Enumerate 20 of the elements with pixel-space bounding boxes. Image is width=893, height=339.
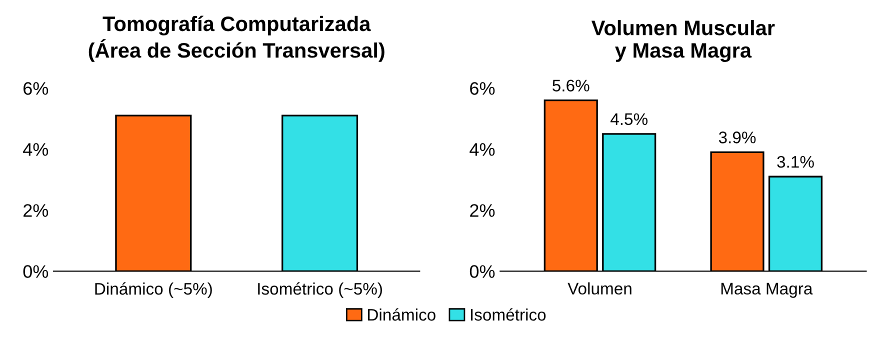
y-tick-label: 0% [470, 265, 495, 278]
y-tick-label: 4% [470, 143, 495, 156]
y-tick-label: 6% [24, 82, 48, 95]
y-tick-label: 6% [470, 82, 495, 95]
legend-label: Dinámico [368, 308, 436, 321]
x-tick-label: Isométrico (~5%) [258, 282, 382, 298]
data-label: 3.9% [718, 132, 756, 144]
data-label: 3.1% [777, 156, 814, 168]
y-tick-label: 2% [470, 204, 495, 217]
x-tick-label: Masa Magra [721, 282, 813, 298]
legend-label: Isométrico [471, 308, 546, 321]
y-tick-label: 4% [23, 143, 48, 156]
chart-title: Tomografía Computarizada (Área de Sección Transversal) [88, 16, 384, 62]
data-label: 5.6% [552, 80, 590, 92]
data-label: 4.5% [610, 113, 648, 126]
y-tick-label: 0% [23, 265, 48, 278]
x-tick-label: Dinámico (~5%) [95, 282, 212, 298]
x-tick-label: Volumen [568, 282, 632, 295]
y-tick-label: 2% [24, 204, 48, 217]
chart-title: Volumen Muscular y Masa Magra [591, 20, 775, 62]
